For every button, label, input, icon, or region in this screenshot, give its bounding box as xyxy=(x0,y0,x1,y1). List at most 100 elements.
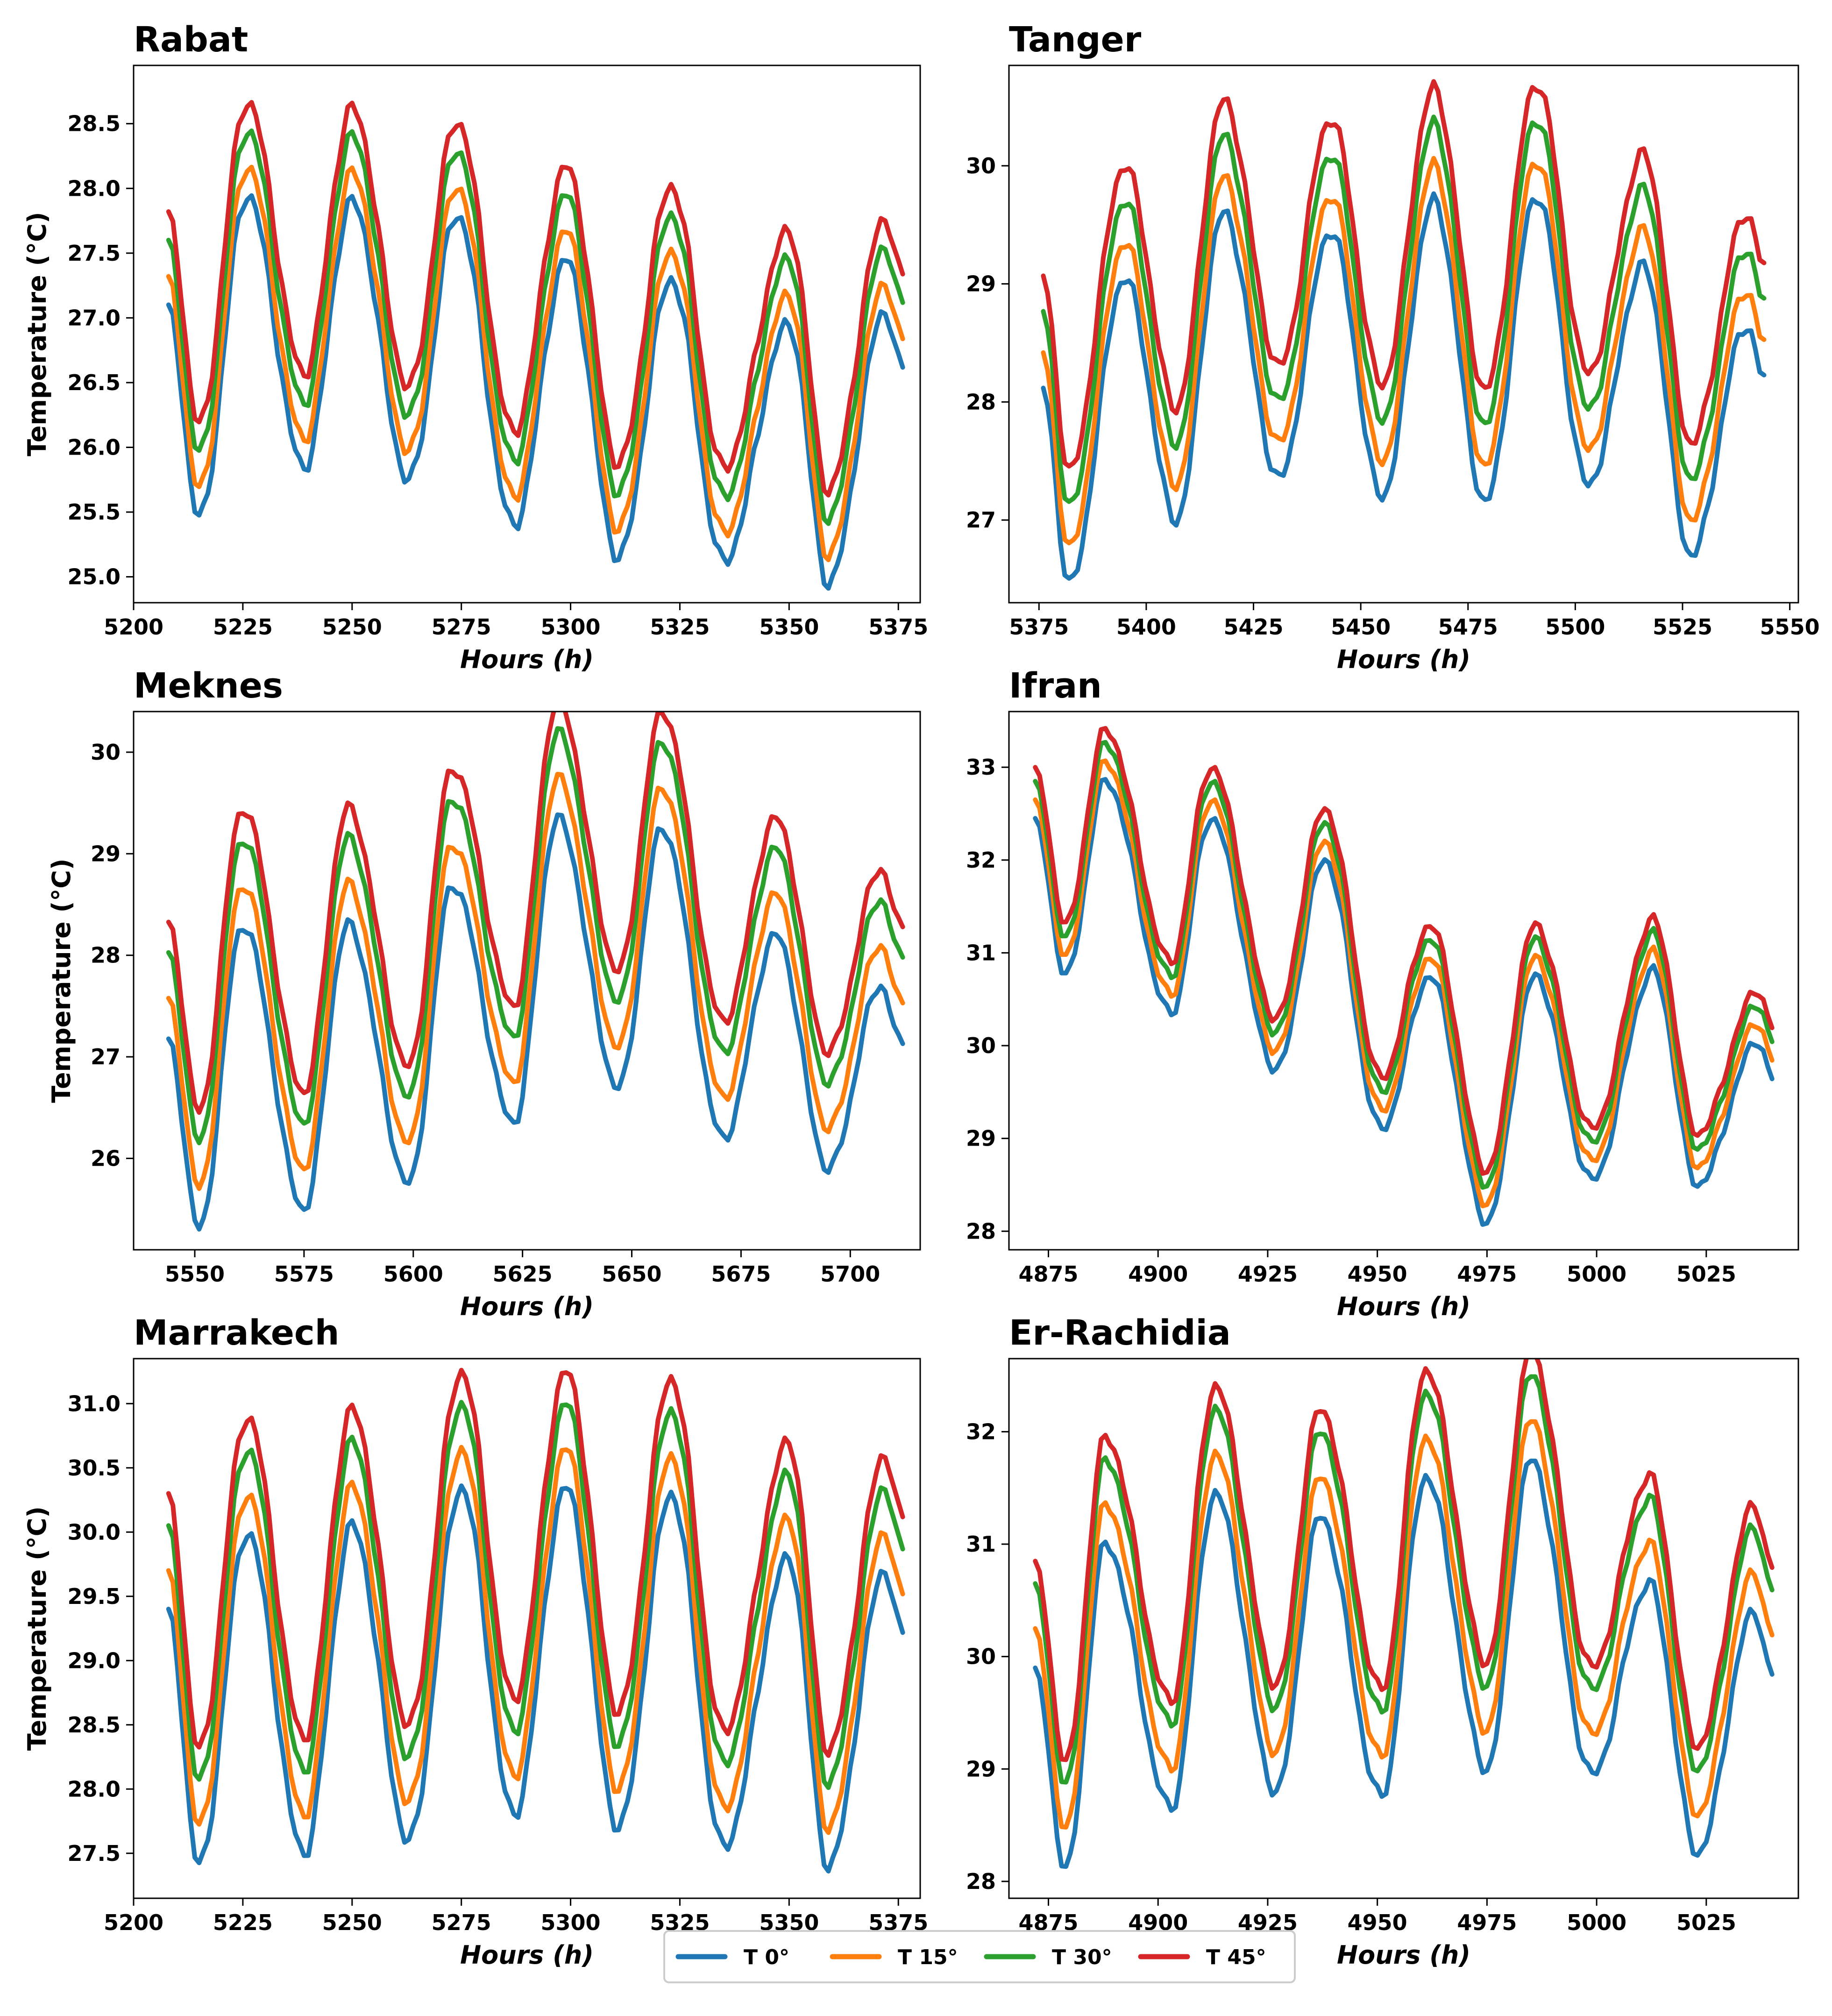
series-line-t-45-meknes xyxy=(166,712,905,1115)
series-line-t-30-meknes xyxy=(166,726,905,1146)
y-tick-label: 27.0 xyxy=(68,305,121,330)
x-tick-label: 5425 xyxy=(1224,614,1284,640)
legend-label: T 45° xyxy=(1206,1945,1266,1969)
x-tick-label: 5025 xyxy=(1676,1910,1736,1935)
x-tick-label: 5575 xyxy=(274,1261,334,1287)
series-group xyxy=(1033,1359,1775,1869)
y-tick-label: 25.5 xyxy=(68,499,121,525)
panel-title-marrakech: Marrakech xyxy=(134,1313,339,1353)
y-axis-label: Temperature (°C) xyxy=(47,858,76,1103)
series-line-t-0-tanger xyxy=(1041,191,1767,581)
y-tick-label: 31 xyxy=(966,940,996,965)
y-tick-label: 29.0 xyxy=(68,1648,121,1673)
series-line-t-45-rabat xyxy=(166,100,905,498)
x-tick-label: 5400 xyxy=(1116,614,1176,640)
series-line-t-0-rabat xyxy=(166,193,905,591)
x-tick-label: 5375 xyxy=(1009,614,1069,640)
x-tick-label: 5200 xyxy=(104,1910,163,1935)
panel-title-ifran: Ifran xyxy=(1009,666,1102,706)
x-axis-label: Hours (h) xyxy=(1337,1292,1470,1321)
x-tick-label: 4900 xyxy=(1128,1261,1188,1287)
panel-meknes: Meknes 5550 5575 5600 5625 5650 5675 5700 26 27 28… xyxy=(47,666,921,1321)
panel-title-rabat: Rabat xyxy=(134,20,248,60)
legend-item-t-0: T 0° xyxy=(675,1945,789,1969)
y-tick-label: 30.0 xyxy=(68,1519,121,1545)
series-line-t-30-marrakech xyxy=(166,1400,905,1790)
x-tick-label: 5550 xyxy=(165,1261,225,1287)
y-tick-label: 27.5 xyxy=(68,1841,121,1866)
x-tick-label: 5600 xyxy=(383,1261,443,1287)
series-line-t-0-ifran xyxy=(1033,777,1775,1227)
plot-frame xyxy=(133,711,921,1251)
y-tick-label: 29 xyxy=(91,841,121,866)
y-tick-label: 33 xyxy=(966,755,996,780)
y-tick-label: 29 xyxy=(966,1126,996,1151)
x-axis-label: Hours (h) xyxy=(1337,1940,1470,1970)
x-tick-label: 5275 xyxy=(432,614,491,640)
y-tick-label: 28 xyxy=(966,389,996,414)
series-line-t-30-ifran xyxy=(1033,740,1775,1190)
y-tick-label: 30.5 xyxy=(68,1455,121,1481)
x-tick-label: 5525 xyxy=(1653,614,1712,640)
x-tick-label: 5325 xyxy=(650,614,710,640)
y-tick-label: 30 xyxy=(966,1644,996,1669)
x-axis-label: Hours (h) xyxy=(460,645,594,674)
series-line-t-30-tanger xyxy=(1041,114,1767,504)
y-tick-label: 28.5 xyxy=(68,1712,121,1738)
series-group xyxy=(166,712,905,1232)
y-tick-label: 28 xyxy=(966,1869,996,1894)
series-line-t-45-marrakech xyxy=(166,1368,905,1758)
series-line-t-15-marrakech xyxy=(166,1445,905,1835)
y-tick-label: 26 xyxy=(91,1146,121,1171)
y-tick-label: 28 xyxy=(966,1218,996,1244)
x-tick-label: 5475 xyxy=(1438,614,1498,640)
y-tick-label: 31.0 xyxy=(68,1391,121,1416)
x-tick-label: 5300 xyxy=(541,1910,601,1935)
x-tick-label: 5025 xyxy=(1676,1261,1736,1287)
panel-title-tanger: Tanger xyxy=(1009,20,1142,60)
series-line-t-30-rabat xyxy=(166,128,905,526)
x-tick-label: 5000 xyxy=(1567,1910,1626,1935)
series-line-t-15-rabat xyxy=(166,164,905,563)
series-line-t-45-ifran xyxy=(1033,726,1775,1176)
y-tick-label: 28 xyxy=(91,943,121,968)
y-tick-label: 28.0 xyxy=(68,1776,121,1802)
x-tick-label: 4875 xyxy=(1018,1261,1078,1287)
y-axis-label: Temperature (°C) xyxy=(22,1506,52,1751)
y-tick-label: 25.0 xyxy=(68,564,121,590)
panel-rabat: Rabat 5200 5225 5250 5275 5300 5325 5350 5375 25.… xyxy=(22,20,928,674)
series-line-t-0-marrakech xyxy=(166,1483,905,1874)
plot-frame xyxy=(133,64,921,604)
x-tick-label: 5250 xyxy=(322,614,382,640)
legend-label: T 0° xyxy=(744,1945,789,1969)
y-tick-label: 26.0 xyxy=(68,435,121,460)
legend-item-t-45: T 45° xyxy=(1138,1945,1266,1969)
series-group xyxy=(166,100,905,591)
legend-box xyxy=(663,1930,1296,1983)
x-tick-label: 4925 xyxy=(1238,1261,1298,1287)
series-group xyxy=(166,1368,905,1874)
plot-frame xyxy=(1008,64,1799,604)
y-tick-label: 32 xyxy=(966,848,996,873)
panel-title-meknes: Meknes xyxy=(134,666,283,706)
plot-frame xyxy=(133,1358,921,1899)
x-tick-label: 5500 xyxy=(1545,614,1605,640)
panel-tanger: Tanger 5375 5400 5425 5450 5475 5500 5525 5550 27… xyxy=(966,20,1820,674)
legend-label: T 30° xyxy=(1052,1945,1112,1969)
x-tick-label: 5300 xyxy=(541,614,601,640)
y-tick-label: 29.5 xyxy=(68,1584,121,1609)
x-axis-label: Hours (h) xyxy=(460,1292,594,1321)
series-line-t-15-meknes xyxy=(166,772,905,1191)
legend: T 0° T 15° T 30° T 45° xyxy=(663,1930,1296,1983)
y-tick-label: 28.5 xyxy=(68,111,121,136)
x-tick-label: 4950 xyxy=(1348,1910,1407,1935)
y-tick-label: 27 xyxy=(91,1044,121,1069)
y-tick-label: 32 xyxy=(966,1419,996,1444)
x-tick-label: 4975 xyxy=(1457,1261,1517,1287)
y-tick-label: 30 xyxy=(966,153,996,178)
y-tick-label: 27.5 xyxy=(68,241,121,266)
